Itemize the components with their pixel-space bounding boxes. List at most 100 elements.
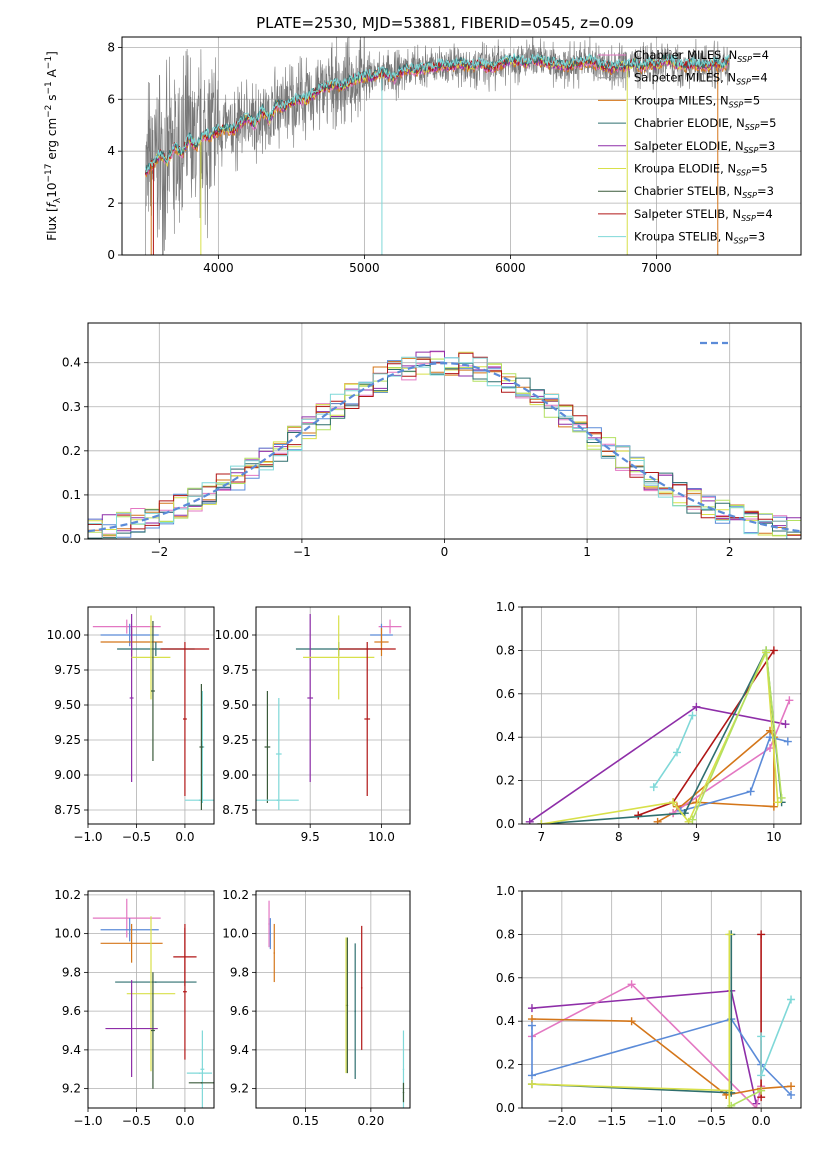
x-tick-label: 9.5 [301, 830, 320, 844]
legend-text: Salpeter STELIB, N [634, 207, 741, 221]
plus-marker [527, 1071, 536, 1080]
plus-marker [537, 820, 546, 824]
weight-series-extra_green [691, 647, 783, 821]
data-point [276, 799, 279, 801]
plus-marker [746, 787, 755, 796]
legend-sub: SSP [744, 146, 759, 155]
legend-n: =3 [757, 184, 774, 198]
histogram-kroupa_stelib [88, 356, 801, 539]
gaussian-curve [88, 361, 801, 533]
legend-label: Salpeter STELIB, NSSP=4 [634, 207, 773, 223]
y-tick-label: 0.2 [496, 774, 515, 788]
y-tick-label: 0.1 [62, 488, 81, 502]
axes-frame [521, 606, 802, 825]
data-point [269, 932, 272, 935]
y-label-part: Flux [ [45, 207, 59, 240]
y-tick-label: 9.8 [62, 965, 81, 979]
x-tick-label: 0.0 [175, 1114, 194, 1128]
weight-series-kroupa_stelib [760, 999, 792, 1076]
plus-marker [757, 930, 766, 939]
plus-marker [787, 995, 796, 1004]
legend-sub: SSP [742, 191, 757, 200]
y-axis-label: Flux [fλ10−17 erg cm−2 s−1 A−1] [44, 51, 63, 241]
y-tick-label: 10.0 [54, 927, 81, 941]
y-tick-label: 10.2 [54, 888, 81, 902]
data-point [346, 1004, 349, 1007]
legend-sub: SSP [729, 100, 744, 109]
plus-marker [692, 702, 701, 711]
x-tick-label: 0.0 [175, 830, 194, 844]
plus-marker [757, 1071, 766, 1080]
plot-area [92, 898, 214, 1108]
plot-area [88, 350, 801, 539]
x-tick-label: 9 [693, 830, 701, 844]
plus-marker [669, 798, 678, 807]
x-tick-label: 0.0 [752, 1114, 771, 1128]
y-tick-label: 9.4 [230, 1043, 249, 1057]
y-tick-label: 10.0 [222, 927, 249, 941]
x-tick-label: 2 [726, 545, 734, 559]
y-tick-label: 9.2 [230, 1082, 249, 1096]
x-tick-label: −1 [293, 545, 311, 559]
x-tick-label: 8 [615, 830, 623, 844]
legend-n: =3 [748, 230, 765, 244]
plus-marker [787, 1082, 796, 1091]
legend-text: Kroupa ELODIE, N [634, 162, 736, 176]
y-label-part: A [45, 68, 59, 81]
y-tick-label: 0.6 [496, 687, 515, 701]
legend-label: Kroupa STELIB, NSSP=3 [634, 230, 765, 246]
legend-n: =5 [751, 162, 768, 176]
figure-title: PLATE=2530, MJD=53881, FIBERID=0545, z=0… [256, 14, 634, 32]
plus-marker [527, 1080, 536, 1089]
plus-marker [783, 737, 792, 746]
chart-mass_vs_Z: −1.0 −0.5 0.0 9.2 9.4 9.6 9.8 10.0 10.2 [54, 888, 215, 1128]
data-point [354, 1010, 356, 1012]
data-point [345, 1004, 347, 1007]
plus-marker [785, 696, 794, 705]
legend: Chabrier MILES, NSSP=4 Salpeter MILES, NS… [598, 48, 776, 246]
plus-marker [527, 1021, 536, 1030]
y-tick-label: 9.25 [222, 733, 249, 747]
plus-marker [757, 1086, 766, 1095]
plot-area [92, 614, 214, 810]
x-tick-label: −0.5 [122, 830, 151, 844]
legend-label: Salpeter MILES, NSSP=4 [634, 71, 768, 87]
x-tick-label: 0.20 [357, 1114, 384, 1128]
y-label-part: f [45, 201, 59, 207]
axes-frame [255, 890, 411, 1109]
plus-marker [688, 815, 697, 824]
y-label-part: s [45, 94, 59, 104]
data-point [360, 987, 363, 989]
y-tick-label: 0.0 [496, 1101, 515, 1115]
y-tick-label: 0.2 [496, 1058, 515, 1072]
plus-marker [649, 783, 658, 792]
data-point [273, 952, 276, 954]
plus-marker [688, 711, 697, 720]
plus-marker [725, 930, 734, 939]
legend-label: Chabrier MILES, NSSP=4 [634, 48, 769, 64]
x-tick-label: 0.15 [292, 1114, 319, 1128]
plus-marker [653, 817, 662, 824]
y-tick-label: 1.0 [496, 884, 515, 898]
chart-age_vs_mass: 9.5 10.0 8.75 9.00 9.25 9.50 9.75 10.00 [215, 606, 411, 844]
legend-text: Kroupa STELIB, N [634, 230, 734, 244]
legend-n: =5 [760, 116, 777, 130]
x-tick-label: 7 [538, 830, 546, 844]
chart-age_vs_Z: −1.0 −0.5 0.0 8.75 9.00 9.25 9.50 9.75 10.00 [47, 606, 215, 844]
axes-frame [121, 36, 802, 256]
weight-series-kroupa_elodie [541, 649, 779, 824]
plus-marker [777, 793, 786, 802]
data-point [402, 1068, 405, 1071]
y-tick-label: 1.0 [496, 600, 515, 614]
chart-weight_vs_age: 7 8 9 10 0.0 0.2 0.4 0.6 0.8 1.0 [496, 600, 802, 844]
y-tick-label: 2 [107, 196, 115, 210]
x-tick-label: 4000 [203, 261, 234, 275]
x-tick-label: −1.5 [597, 1114, 626, 1128]
y-tick-label: 0.4 [496, 1014, 515, 1028]
legend-text: Kroupa MILES, N [634, 93, 729, 107]
y-tick-label: 9.75 [222, 663, 249, 677]
legend-sub: SSP [736, 78, 751, 87]
plus-marker [773, 798, 782, 807]
x-tick-label: −2.0 [547, 1114, 576, 1128]
legend-n: =4 [752, 48, 769, 62]
